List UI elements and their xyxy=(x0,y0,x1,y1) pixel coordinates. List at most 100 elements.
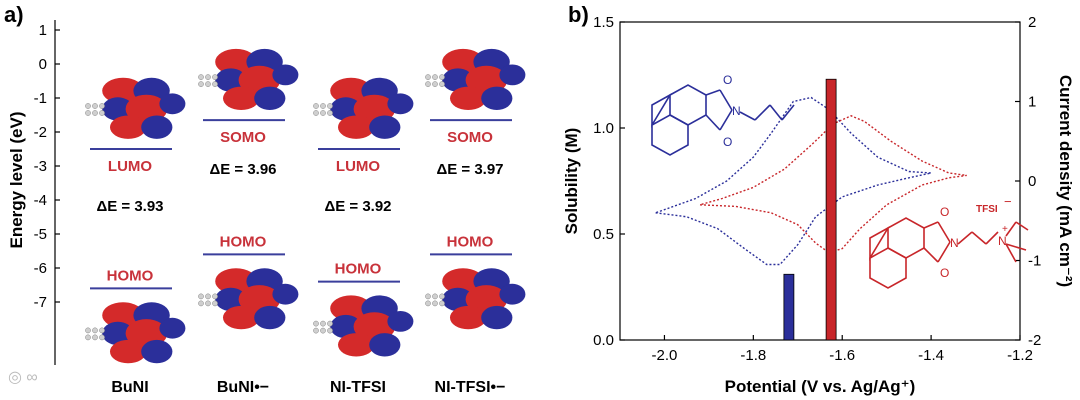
energy-tick-label: -6 xyxy=(34,260,47,277)
energy-tick-label: 1 xyxy=(39,22,47,39)
atom-sphere xyxy=(92,327,98,334)
y2-tick-label: -2 xyxy=(1028,332,1041,349)
buni-structure xyxy=(651,84,795,156)
cv-curve xyxy=(655,96,932,266)
gap-label: ΔE = 3.92 xyxy=(324,198,391,215)
orbital-lobe xyxy=(223,86,260,111)
panel-b-label: b) xyxy=(568,2,589,27)
orbital-lobe xyxy=(110,115,147,139)
lower-orbital-picture xyxy=(198,268,299,330)
x-tick-label: -1.2 xyxy=(1007,347,1033,364)
ni-tfsi-structure xyxy=(869,217,1029,289)
buni-o-top: O xyxy=(723,73,732,87)
gap-label: ΔE = 3.93 xyxy=(96,198,163,215)
atom-sphere xyxy=(92,103,98,109)
lower-orbital-label: HOMO xyxy=(335,261,382,278)
cv-curves xyxy=(655,96,967,266)
orbital-lobe xyxy=(450,305,487,330)
y2-tick-label: 1 xyxy=(1028,94,1036,111)
orbital-lobe xyxy=(141,339,173,364)
energy-tick-label: -7 xyxy=(34,294,47,311)
x-axis-title: Potential (V vs. Ag/Ag⁺) xyxy=(725,377,916,396)
atom-sphere xyxy=(425,74,431,80)
atom-sphere xyxy=(320,320,326,327)
energy-tick-label: -3 xyxy=(34,158,47,175)
atom-sphere xyxy=(198,300,204,307)
lower-orbital-picture xyxy=(425,268,526,330)
tfsi-o-bottom: O xyxy=(940,266,949,280)
y2-tick-label: 2 xyxy=(1028,14,1036,31)
compound-name: BuNI•− xyxy=(217,379,269,396)
upper-orbital-label: LUMO xyxy=(108,158,152,175)
tfsi-n-ammonium: N xyxy=(998,234,1007,248)
compound-name: NI-TFSI•− xyxy=(435,379,506,396)
atom-sphere xyxy=(205,74,211,80)
orbital-lobe xyxy=(442,287,474,312)
orbital-lobe xyxy=(330,97,362,121)
orbital-lobe xyxy=(499,283,526,305)
atom-sphere xyxy=(198,293,204,300)
atom-sphere xyxy=(313,110,319,116)
orbital-levels: LUMO HOMO ΔE = 3.93 BuNI SOMO HOMO ΔE = 3.96 Bu… xyxy=(90,119,512,396)
cv-curve xyxy=(699,115,967,254)
orbital-lobe xyxy=(387,311,414,332)
x-tick-label: -1.8 xyxy=(740,347,766,364)
orbital-lobe xyxy=(369,333,401,357)
atom-sphere xyxy=(198,74,204,80)
orbital-lobe xyxy=(102,302,144,329)
orbital-lobe xyxy=(102,97,134,121)
orbital-lobe xyxy=(330,295,372,322)
upper-orbital-label: SOMO xyxy=(447,129,493,146)
atom-sphere xyxy=(327,110,333,116)
energy-tick-label: -4 xyxy=(34,192,47,209)
atom-sphere xyxy=(92,110,98,116)
atom-sphere xyxy=(212,300,218,307)
atom-sphere xyxy=(432,81,438,87)
atom-sphere xyxy=(99,334,105,341)
orbital-lobe xyxy=(215,68,247,92)
lower-orbital-picture xyxy=(85,302,186,364)
upper-orbital-label: LUMO xyxy=(336,158,380,175)
orbital-lobe xyxy=(159,93,186,115)
energy-axis-title: Energy level (eV) xyxy=(7,111,26,248)
atom-sphere xyxy=(205,81,211,87)
atom-sphere xyxy=(85,334,91,341)
upper-orbital-label: SOMO xyxy=(220,129,266,146)
solubility-cv-chart: -2.0 -1.8 -1.6 -1.4 -1.20.00.51.01.5-2-1012 … xyxy=(562,14,1075,396)
lower-orbital-label: HOMO xyxy=(220,233,267,250)
orbital-pictures xyxy=(85,48,526,364)
energy-tick-label: -5 xyxy=(34,226,47,243)
atom-sphere xyxy=(320,103,326,109)
atom-sphere xyxy=(320,327,326,334)
atom-sphere xyxy=(327,320,333,327)
y2-tick-label: -1 xyxy=(1028,253,1041,270)
orbital-lobe xyxy=(215,48,257,75)
atom-sphere xyxy=(439,81,445,87)
atom-sphere xyxy=(432,300,438,307)
orbital-lobe xyxy=(369,115,401,139)
orbital-lobe xyxy=(330,77,372,104)
gap-label: ΔE = 3.96 xyxy=(209,161,276,178)
orbital-lobe xyxy=(272,64,299,86)
buni-n: N xyxy=(732,104,741,118)
atom-sphere xyxy=(425,300,431,307)
orbital-lobe xyxy=(442,48,484,75)
atom-sphere xyxy=(99,110,105,116)
atom-sphere xyxy=(439,293,445,300)
x-tick-label: -2.0 xyxy=(652,347,678,364)
energy-level-diagram: 1 0 -1 -2 -3 -4 -5 -6 -7 Energy level (eV) LUMO H… xyxy=(7,20,526,396)
tfsi-plus-charge: + xyxy=(1002,224,1008,235)
tfsi-minus-charge: − xyxy=(1004,194,1012,209)
y-tick-label: 0.0 xyxy=(593,332,614,349)
atom-sphere xyxy=(439,74,445,80)
energy-tick-label: -2 xyxy=(34,124,47,141)
atom-sphere xyxy=(85,110,91,116)
atom-sphere xyxy=(425,293,431,300)
y2-axis-title: Current density (mA cm⁻²) xyxy=(1056,75,1075,287)
atom-sphere xyxy=(212,293,218,300)
atom-sphere xyxy=(327,103,333,109)
atom-sphere xyxy=(85,327,91,334)
upper-orbital-picture xyxy=(85,77,186,139)
lower-orbital-label: HOMO xyxy=(107,267,154,284)
atom-sphere xyxy=(212,81,218,87)
